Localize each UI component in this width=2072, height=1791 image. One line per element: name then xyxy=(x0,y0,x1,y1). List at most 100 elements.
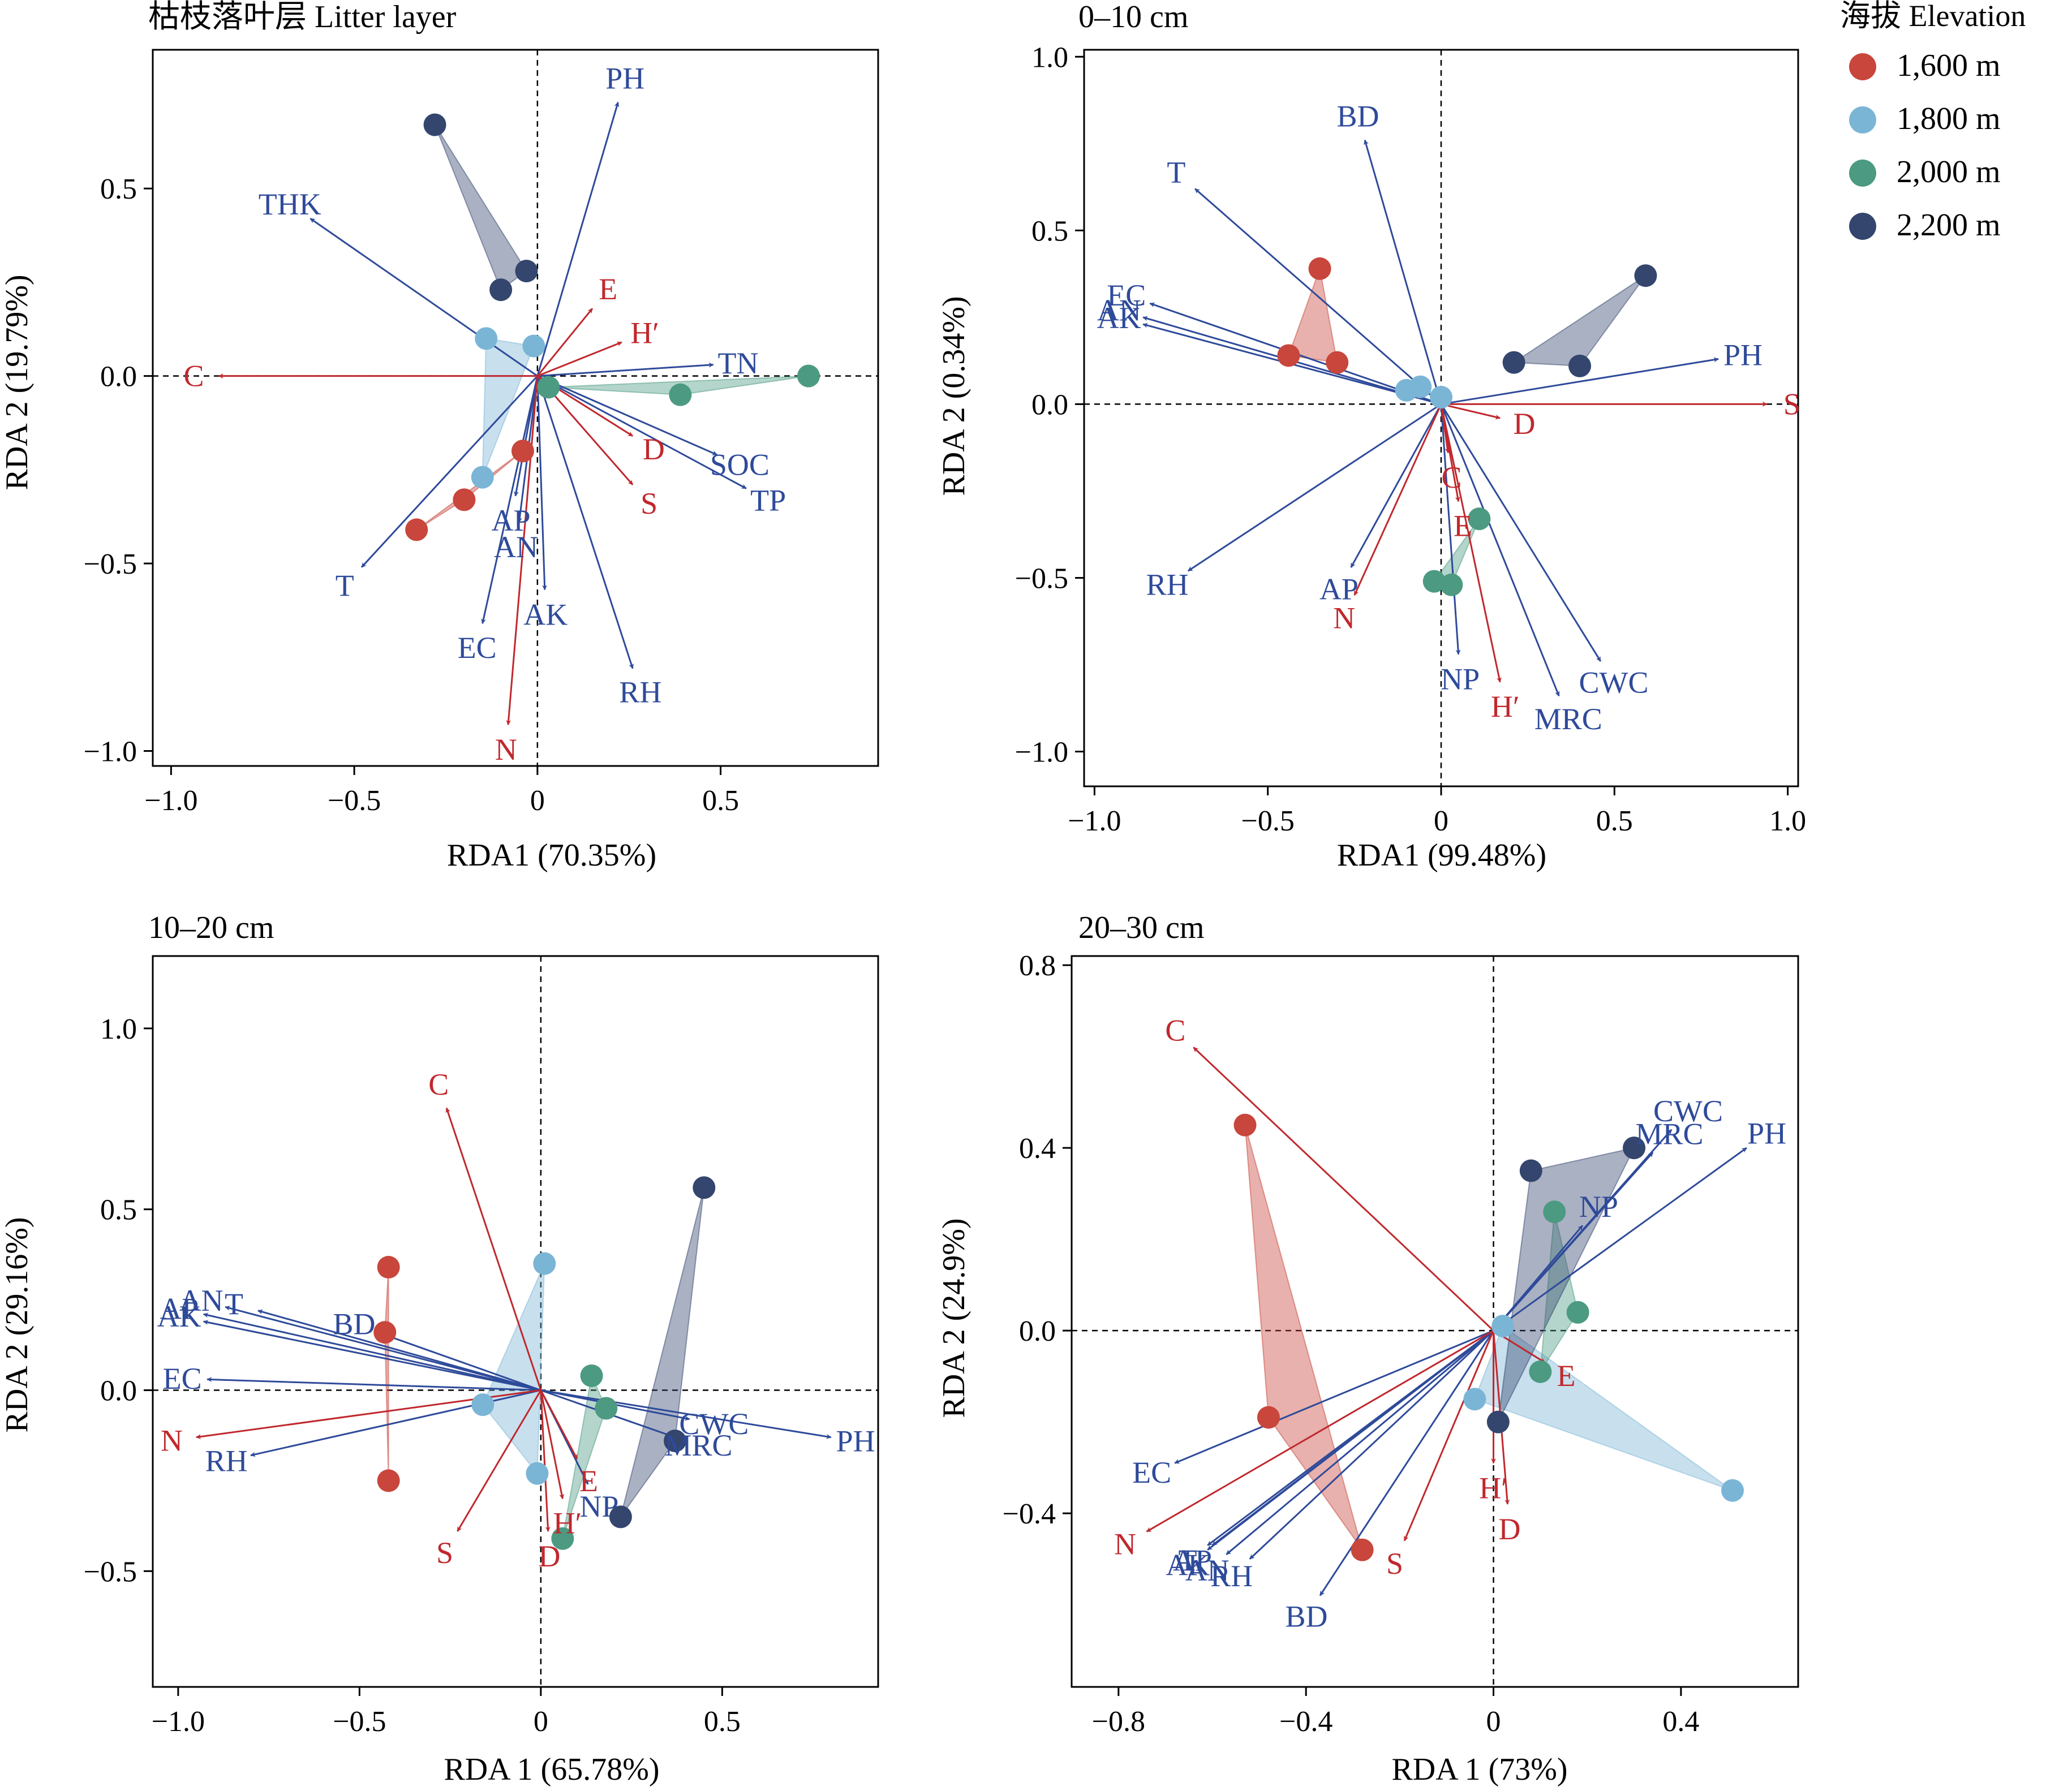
x-axis-label: RDA 1 (73%) xyxy=(1391,1752,1567,1787)
arrow-label-h-prime: H′ xyxy=(630,316,659,350)
panel-10-20cm: 10–20 cm RDA 1 (65.78%) RDA 2 (29.16%) −… xyxy=(0,910,879,1787)
arrow-n xyxy=(506,376,539,725)
arrow-rh xyxy=(1187,403,1442,572)
y-tick-label: −0.5 xyxy=(84,548,137,580)
plot-area: −1.0 −0.5 0 0.5−1.0−0.50.00.5PHTHKTNSOCTPAP… xyxy=(84,49,879,817)
point-2200 xyxy=(423,113,446,136)
point-2200 xyxy=(1634,264,1657,287)
arrow-tp xyxy=(537,375,747,489)
point-1600 xyxy=(453,488,476,511)
hull-2200 xyxy=(1512,275,1647,367)
arrow-label-ap: AP xyxy=(160,1292,199,1326)
arrow-ap xyxy=(1350,403,1442,568)
arrow-an xyxy=(225,1306,541,1391)
point-1600 xyxy=(1257,1406,1280,1429)
point-2200 xyxy=(1486,1410,1510,1433)
point-1800 xyxy=(471,1393,495,1417)
legend-marker-2000 xyxy=(1849,160,1876,187)
arrow-label-ec: EC xyxy=(1132,1456,1171,1489)
point-2000 xyxy=(551,1527,574,1550)
arrow-rh xyxy=(1249,1330,1494,1560)
arrow-label-ap: AP xyxy=(492,503,531,537)
point-1800 xyxy=(526,1462,549,1485)
hull-2200 xyxy=(620,1187,705,1517)
y-tick-label: 0.0 xyxy=(100,361,137,393)
y-axis-label: RDA 2 (19.79%) xyxy=(0,274,35,490)
arrow-label-d: D xyxy=(1498,1512,1520,1546)
arrow-label-ap: AP xyxy=(1173,1543,1212,1577)
arrow-s xyxy=(1403,1330,1494,1542)
arrow-label-d: D xyxy=(1513,407,1535,441)
arrow-label-rh: RH xyxy=(619,675,661,709)
arrow-label-t: T xyxy=(1167,156,1185,190)
arrow-label-s: S xyxy=(1386,1547,1403,1581)
y-tick-label: −0.5 xyxy=(84,1556,137,1588)
arrow-t xyxy=(1194,188,1442,405)
arrow-label-e: E xyxy=(599,272,617,306)
arrow-label-t: T xyxy=(1179,1543,1197,1577)
legend: 海拔 Elevation 1,600 m 1,800 m 2,000 m 2,2… xyxy=(1840,0,2026,243)
panel-title: 10–20 cm xyxy=(148,910,274,945)
arrow-label-cwc: CWC xyxy=(679,1407,749,1441)
point-2200 xyxy=(1568,354,1592,377)
point-1800 xyxy=(1721,1479,1744,1502)
arrow-label-d: D xyxy=(643,432,665,466)
y-axis-label: RDA 2 (29.16%) xyxy=(0,1217,35,1432)
point-1800 xyxy=(1463,1388,1486,1411)
point-2000 xyxy=(1440,573,1463,596)
point-1800 xyxy=(533,1252,556,1275)
x-tick-label: 0 xyxy=(1486,1706,1501,1738)
plot-area: −1.0 −0.5 0 0.5 1.0−1.0−0.50.00.51.0BDTECANA… xyxy=(1015,41,1806,837)
x-axis-label: RDA1 (70.35%) xyxy=(447,838,656,873)
arrow-label-s: S xyxy=(1783,387,1800,421)
x-tick-label: 0 xyxy=(534,1706,548,1738)
point-1600 xyxy=(1233,1113,1257,1136)
point-2200 xyxy=(664,1430,687,1453)
x-tick-label: −0.5 xyxy=(1241,805,1295,837)
point-2000 xyxy=(1422,570,1446,593)
arrow-tn xyxy=(537,362,714,377)
legend-item-2000: 2,000 m xyxy=(1849,154,2001,190)
legend-label-1800: 1,800 m xyxy=(1897,101,2001,136)
arrow-label-an: AN xyxy=(179,1284,223,1318)
point-2000 xyxy=(1529,1360,1552,1383)
x-tick-label: −0.8 xyxy=(1092,1706,1145,1738)
point-2200 xyxy=(693,1176,716,1199)
arrow-e xyxy=(540,1389,578,1460)
x-tick-label: 0.5 xyxy=(1596,805,1633,837)
arrow-ec xyxy=(481,376,539,625)
point-1600 xyxy=(511,440,534,463)
panel-0-10cm: 0–10 cm RDA1 (99.48%) RDA 2 (0.34%) −1.0… xyxy=(936,0,1806,873)
arrow-label-ph: PH xyxy=(1723,338,1763,372)
point-1800 xyxy=(471,466,494,489)
arrow-s xyxy=(457,1389,542,1532)
point-1600 xyxy=(1326,351,1349,374)
panel-title: 枯枝落叶层 Litter layer xyxy=(148,0,457,35)
arrow-t xyxy=(360,375,538,568)
y-tick-label: 1.0 xyxy=(100,1013,137,1045)
legend-marker-1800 xyxy=(1849,106,1876,134)
point-1600 xyxy=(377,1256,400,1279)
x-tick-label: 1.0 xyxy=(1769,805,1806,837)
point-1600 xyxy=(1351,1538,1374,1561)
y-tick-label: 0.0 xyxy=(1019,1315,1056,1347)
plot-frame xyxy=(1071,955,1799,1688)
hull-1600 xyxy=(384,1267,389,1481)
legend-label-1600: 1,600 m xyxy=(1897,48,2001,83)
legend-marker-2200 xyxy=(1849,213,1876,240)
arrow-label-e: E xyxy=(579,1464,598,1498)
arrow-label-np: NP xyxy=(1441,662,1480,696)
arrow-np xyxy=(1440,404,1461,655)
y-tick-label: 0.5 xyxy=(100,173,137,205)
point-1600 xyxy=(373,1321,397,1344)
panel-litter-layer: 枯枝落叶层 Litter layer RDA1 (70.35%) RDA 2 (… xyxy=(0,0,879,873)
point-1800 xyxy=(1430,386,1452,409)
arrow-label-an: AN xyxy=(494,530,538,564)
arrow-ph xyxy=(1493,1147,1747,1332)
hull-2200 xyxy=(434,124,527,291)
y-axis-label: RDA 2 (24.9%) xyxy=(936,1218,971,1418)
x-tick-label: −0.5 xyxy=(333,1706,386,1738)
arrow-ap xyxy=(203,1312,541,1391)
plot-frame xyxy=(152,49,879,767)
